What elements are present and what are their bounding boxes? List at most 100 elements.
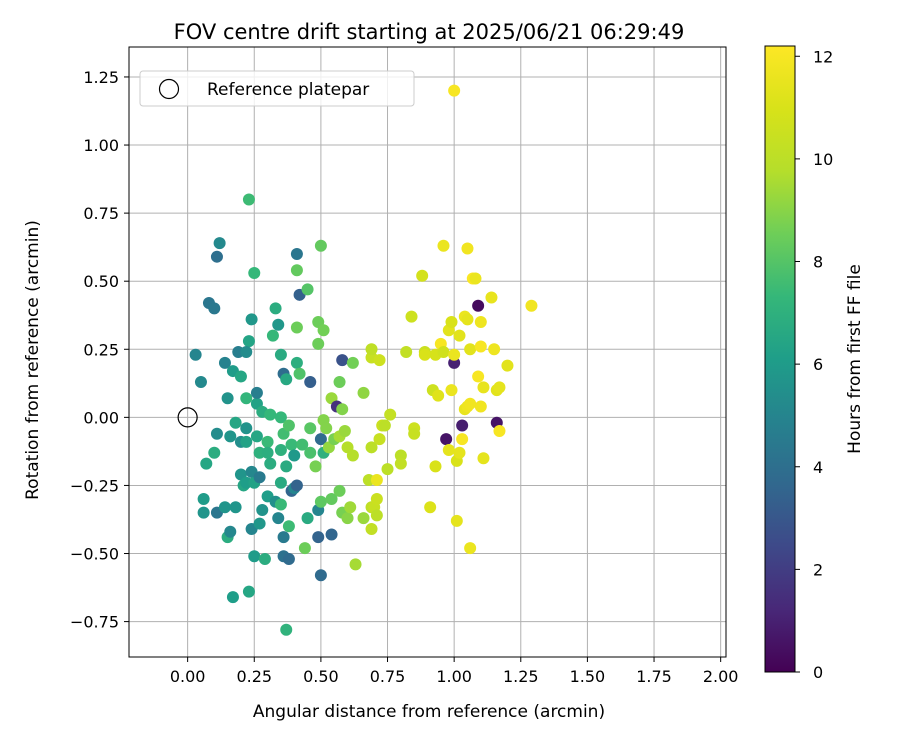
- colorbar-tick-label: 10: [813, 150, 833, 169]
- data-point: [312, 531, 325, 544]
- data-point: [442, 444, 455, 457]
- data-point: [290, 247, 303, 260]
- data-point: [197, 493, 210, 506]
- data-point: [200, 457, 213, 470]
- data-point: [250, 430, 263, 443]
- data-point: [357, 512, 370, 525]
- chart-title: FOV centre drift starting at 2025/06/21 …: [174, 20, 685, 44]
- data-point: [450, 514, 463, 527]
- data-point: [208, 302, 221, 315]
- legend-reference-marker-icon: [158, 78, 180, 100]
- data-point: [472, 299, 485, 312]
- data-point: [464, 397, 477, 410]
- data-point: [357, 386, 370, 399]
- data-point: [280, 460, 293, 473]
- data-point: [405, 310, 418, 323]
- data-point: [474, 340, 487, 353]
- colorbar-tick-label: 2: [813, 560, 823, 579]
- data-point: [197, 506, 210, 519]
- data-point: [365, 523, 378, 536]
- data-point: [224, 525, 237, 538]
- data-point: [461, 313, 474, 326]
- y-tick-label: 0.75: [83, 204, 119, 223]
- plot-frame: [128, 46, 727, 658]
- data-point: [240, 346, 253, 358]
- data-point: [365, 343, 378, 356]
- data-point: [290, 321, 303, 334]
- data-point: [248, 550, 261, 563]
- data-point: [464, 542, 477, 555]
- data-point: [256, 503, 269, 516]
- data-point: [429, 460, 442, 473]
- y-tick-label: 1.25: [83, 68, 119, 87]
- x-tick-label: 1.50: [570, 667, 606, 686]
- data-point: [373, 433, 386, 446]
- colorbar-tick-label: 0: [813, 663, 823, 682]
- data-point: [218, 356, 231, 369]
- colorbar-label: Hours from first FF file: [845, 264, 865, 454]
- data-point: [208, 446, 221, 459]
- data-point: [381, 463, 394, 476]
- legend-box: [139, 70, 415, 107]
- data-point: [525, 299, 538, 312]
- data-point: [224, 430, 237, 443]
- data-point: [493, 424, 506, 437]
- data-point: [325, 493, 338, 506]
- data-point: [213, 237, 226, 250]
- data-point: [242, 193, 255, 206]
- y-tick-label: −0.75: [70, 613, 119, 632]
- data-point: [277, 531, 290, 544]
- data-point: [282, 520, 295, 533]
- data-point: [394, 457, 407, 470]
- y-tick-label: 1.00: [83, 136, 119, 155]
- data-point: [264, 457, 277, 470]
- data-point: [304, 446, 317, 459]
- data-point: [210, 427, 223, 440]
- data-point: [229, 501, 242, 514]
- data-point: [370, 509, 383, 522]
- data-point: [493, 381, 506, 394]
- data-point: [320, 422, 333, 435]
- y-tick-label: 0.25: [83, 340, 119, 359]
- x-axis-ticks: 0.00 0.25 0.50 0.75 1.00 1.25 1.50 1.75 2.00: [170, 657, 738, 686]
- data-point: [301, 512, 314, 525]
- data-point: [261, 435, 274, 448]
- data-point: [288, 449, 301, 462]
- data-point: [445, 316, 458, 329]
- colorbar-tick-label: 4: [813, 458, 823, 477]
- data-point: [240, 422, 253, 435]
- data-point: [325, 528, 338, 541]
- legend-entry-reference: Reference platepar: [207, 80, 369, 100]
- data-point: [477, 381, 490, 394]
- data-point: [338, 424, 351, 437]
- data-point: [282, 552, 295, 565]
- data-point: [304, 375, 317, 388]
- x-tick-label: 1.75: [636, 667, 672, 686]
- data-point: [400, 346, 413, 358]
- legend: Reference platepar: [139, 70, 415, 107]
- colorbar: [764, 45, 796, 673]
- data-point: [314, 433, 327, 446]
- x-tick-label: 1.00: [436, 667, 472, 686]
- data-point: [242, 585, 255, 598]
- data-point: [226, 591, 239, 604]
- data-point: [336, 354, 349, 367]
- data-point: [333, 375, 346, 388]
- data-point: [290, 264, 303, 277]
- x-tick-label: 0.50: [303, 667, 339, 686]
- data-point: [432, 389, 445, 402]
- data-point: [445, 384, 458, 397]
- data-point: [229, 416, 242, 429]
- data-point: [189, 348, 202, 361]
- data-point: [472, 370, 485, 383]
- data-point: [453, 446, 466, 459]
- y-tick-label: 0.50: [83, 272, 119, 291]
- data-point: [346, 449, 359, 462]
- data-point: [336, 403, 349, 416]
- data-point: [309, 460, 322, 473]
- data-point: [274, 348, 287, 361]
- data-point: [344, 501, 357, 514]
- y-tick-label: −0.25: [70, 476, 119, 495]
